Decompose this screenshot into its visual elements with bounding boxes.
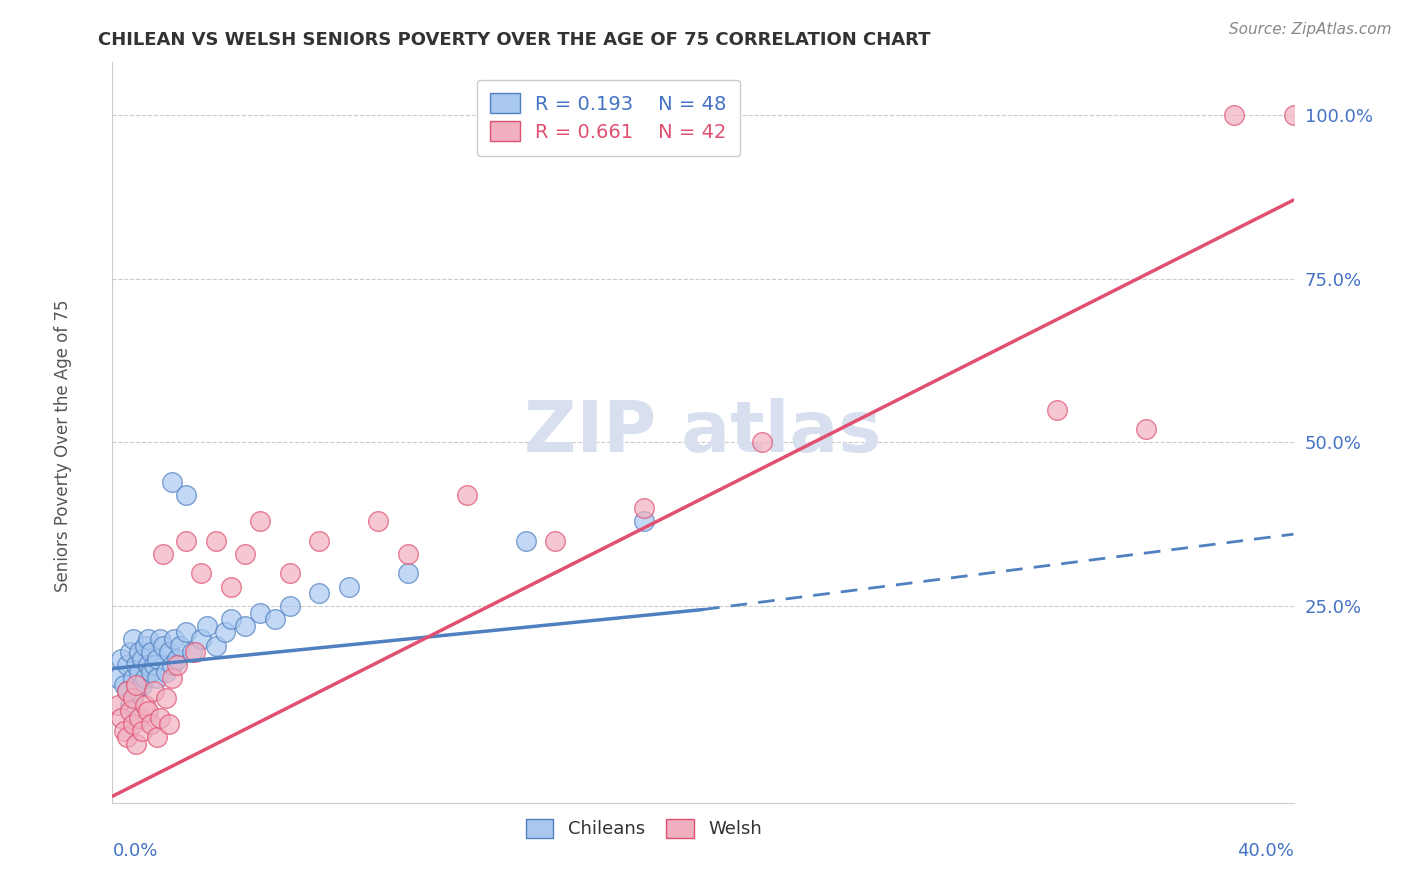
Point (117, 684, 138, 698)
Text: Source: ZipAtlas.com: Source: ZipAtlas.com (1229, 22, 1392, 37)
Point (152, 639, 174, 653)
Point (169, 639, 191, 653)
Text: 0.0%: 0.0% (112, 842, 157, 860)
Point (1046, 402, 1069, 417)
Point (134, 639, 156, 653)
Text: 40.0%: 40.0% (1237, 842, 1294, 860)
Point (112, 678, 135, 692)
Point (136, 632, 159, 646)
Point (205, 639, 228, 653)
Point (120, 698, 142, 712)
Point (117, 684, 138, 698)
Point (122, 671, 145, 685)
Point (367, 514, 389, 528)
Point (125, 737, 148, 751)
Point (139, 645, 162, 659)
Point (219, 580, 242, 594)
Point (219, 612, 242, 626)
Point (214, 625, 236, 640)
Point (117, 731, 138, 745)
Point (174, 625, 197, 640)
Legend: Chileans, Welsh: Chileans, Welsh (519, 812, 769, 846)
Point (134, 671, 156, 685)
Point (136, 704, 159, 718)
Point (396, 547, 419, 561)
Text: Seniors Poverty Over the Age of 75: Seniors Poverty Over the Age of 75 (55, 300, 72, 592)
Point (155, 665, 177, 679)
Point (308, 586, 330, 600)
Point (1135, 422, 1157, 436)
Point (122, 632, 145, 646)
Point (233, 547, 256, 561)
Point (110, 651, 132, 665)
Point (160, 671, 183, 685)
Point (146, 671, 169, 685)
Point (139, 717, 162, 731)
Point (190, 566, 212, 581)
Point (249, 606, 271, 620)
Point (128, 645, 150, 659)
Point (163, 632, 186, 646)
Point (184, 645, 207, 659)
Point (142, 684, 165, 698)
Point (633, 514, 655, 528)
Point (1282, 108, 1305, 122)
Point (149, 632, 172, 646)
Point (456, 488, 478, 502)
Text: CHILEAN VS WELSH SENIORS POVERTY OVER THE AGE OF 75 CORRELATION CHART: CHILEAN VS WELSH SENIORS POVERTY OVER TH… (98, 31, 931, 49)
Point (107, 671, 129, 685)
Point (195, 619, 218, 633)
Point (308, 533, 330, 548)
Point (125, 684, 148, 698)
Point (544, 533, 567, 548)
Point (337, 580, 360, 594)
Point (128, 711, 150, 725)
Point (131, 723, 153, 738)
Point (120, 704, 142, 718)
Point (160, 658, 183, 673)
Point (128, 665, 150, 679)
Point (166, 658, 188, 673)
Point (174, 533, 197, 548)
Point (125, 658, 148, 673)
Point (278, 599, 301, 614)
Point (249, 514, 271, 528)
Point (278, 566, 301, 581)
Point (149, 711, 172, 725)
Point (264, 612, 287, 626)
Point (396, 566, 419, 581)
Point (205, 533, 228, 548)
Point (1223, 108, 1246, 122)
Point (633, 500, 655, 515)
Point (751, 435, 773, 450)
Point (515, 533, 537, 548)
Point (122, 717, 145, 731)
Point (120, 645, 142, 659)
Point (166, 651, 188, 665)
Point (142, 658, 165, 673)
Point (233, 619, 256, 633)
Point (174, 488, 197, 502)
Point (112, 723, 135, 738)
Point (107, 698, 129, 712)
Point (139, 665, 162, 679)
Point (152, 547, 174, 561)
Point (157, 645, 180, 659)
Point (122, 690, 145, 705)
Point (117, 658, 138, 673)
Point (157, 717, 180, 731)
Point (181, 645, 204, 659)
Point (146, 651, 169, 665)
Point (125, 678, 148, 692)
Point (131, 678, 153, 692)
Text: ZIP atlas: ZIP atlas (524, 398, 882, 467)
Point (131, 651, 153, 665)
Point (155, 690, 177, 705)
Point (110, 711, 132, 725)
Point (134, 698, 156, 712)
Point (136, 658, 159, 673)
Point (146, 731, 169, 745)
Point (160, 475, 183, 489)
Point (190, 632, 212, 646)
